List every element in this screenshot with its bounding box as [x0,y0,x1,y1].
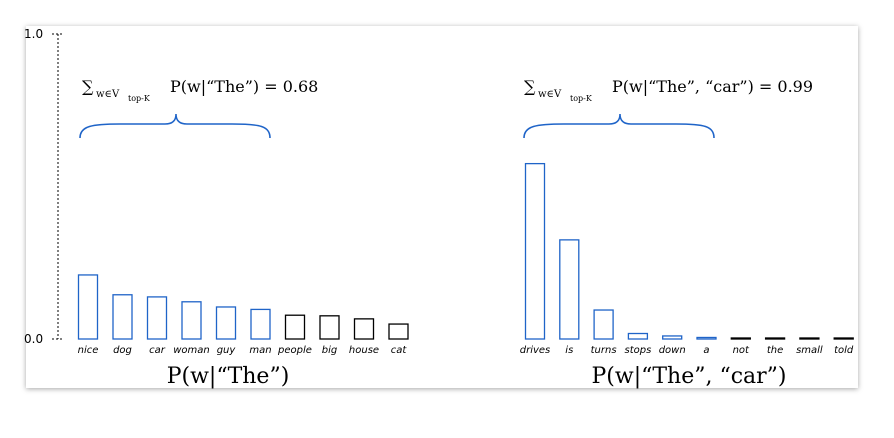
bar-right-is [559,239,580,340]
category-label-right-drives: drives [520,345,551,356]
category-label-right-stops: stops [624,345,651,356]
bar-left-cat [388,323,409,340]
bar-right-told [833,337,854,340]
bar-right-down [662,335,683,340]
bar-right-the [764,337,786,340]
bar-left-dog [112,294,133,340]
bar-right-drives [524,162,546,340]
category-label-right-told: told [834,345,854,356]
category-label-left-house: house [349,345,379,356]
category-label-left-people: people [277,345,312,356]
category-label-right-the: the [767,345,783,356]
category-label-right-small: small [796,345,823,356]
left-sum-formula: ∑ w∈V top-K P(w|“The”) = 0.68 [82,77,318,103]
left-brace [79,113,271,139]
bar-right-not [730,337,751,340]
category-label-right-a: a [703,345,709,356]
category-label-right-not: not [733,345,750,356]
left-sum-expression: P(w|“The”) = 0.68 [170,77,318,96]
right-sum-subscript: w∈V [538,89,562,100]
right-sum-expression: P(w|“The”, “car”) = 0.99 [612,77,813,96]
bars-layer [77,162,854,340]
category-label-left-woman: woman [173,345,210,356]
left-sum-sigma: ∑ [82,77,94,96]
left-sum-subsubscript: top-K [128,94,151,103]
chart-panel [26,26,858,388]
category-label-left-man: man [249,345,271,356]
category-label-right-down: down [659,345,686,356]
right-sum-formula: ∑ w∈V top-K P(w|“The”, “car”) = 0.99 [524,77,813,103]
bar-left-man [250,308,271,340]
bar-left-house [353,318,375,340]
right-panel-caption: P(w|“The”, “car”) [591,364,786,389]
y-tick-label-bottom: 0.0 [24,332,43,346]
category-label-left-guy: guy [217,345,237,356]
bar-left-car [146,296,168,340]
category-label-left-cat: cat [391,345,408,356]
bar-left-guy [215,306,237,340]
left-sum-subscript: w∈V [96,89,120,100]
category-label-left-dog: dog [113,345,132,356]
bar-right-small [799,337,820,340]
category-labels: nice dog car woman guy man people big house cat dr… [78,345,854,356]
category-label-left-nice: nice [78,345,99,356]
bar-right-stops [627,332,649,340]
category-label-left-big: big [322,345,337,356]
right-sum-sigma: ∑ [524,77,536,96]
bar-left-big [319,315,340,340]
category-label-right-is: is [565,345,573,356]
bar-right-turns [593,309,614,340]
right-brace [523,113,715,139]
category-label-right-turns: turns [591,345,617,356]
bar-left-nice [77,274,99,340]
right-sum-subsubscript: top-K [570,94,593,103]
bar-left-woman [181,301,202,340]
y-tick-label-top: 1.0 [24,27,43,41]
category-label-left-car: car [149,345,166,356]
bar-right-a [696,336,717,340]
left-panel-caption: P(w|“The”) [167,364,290,389]
bar-left-people [284,314,306,340]
